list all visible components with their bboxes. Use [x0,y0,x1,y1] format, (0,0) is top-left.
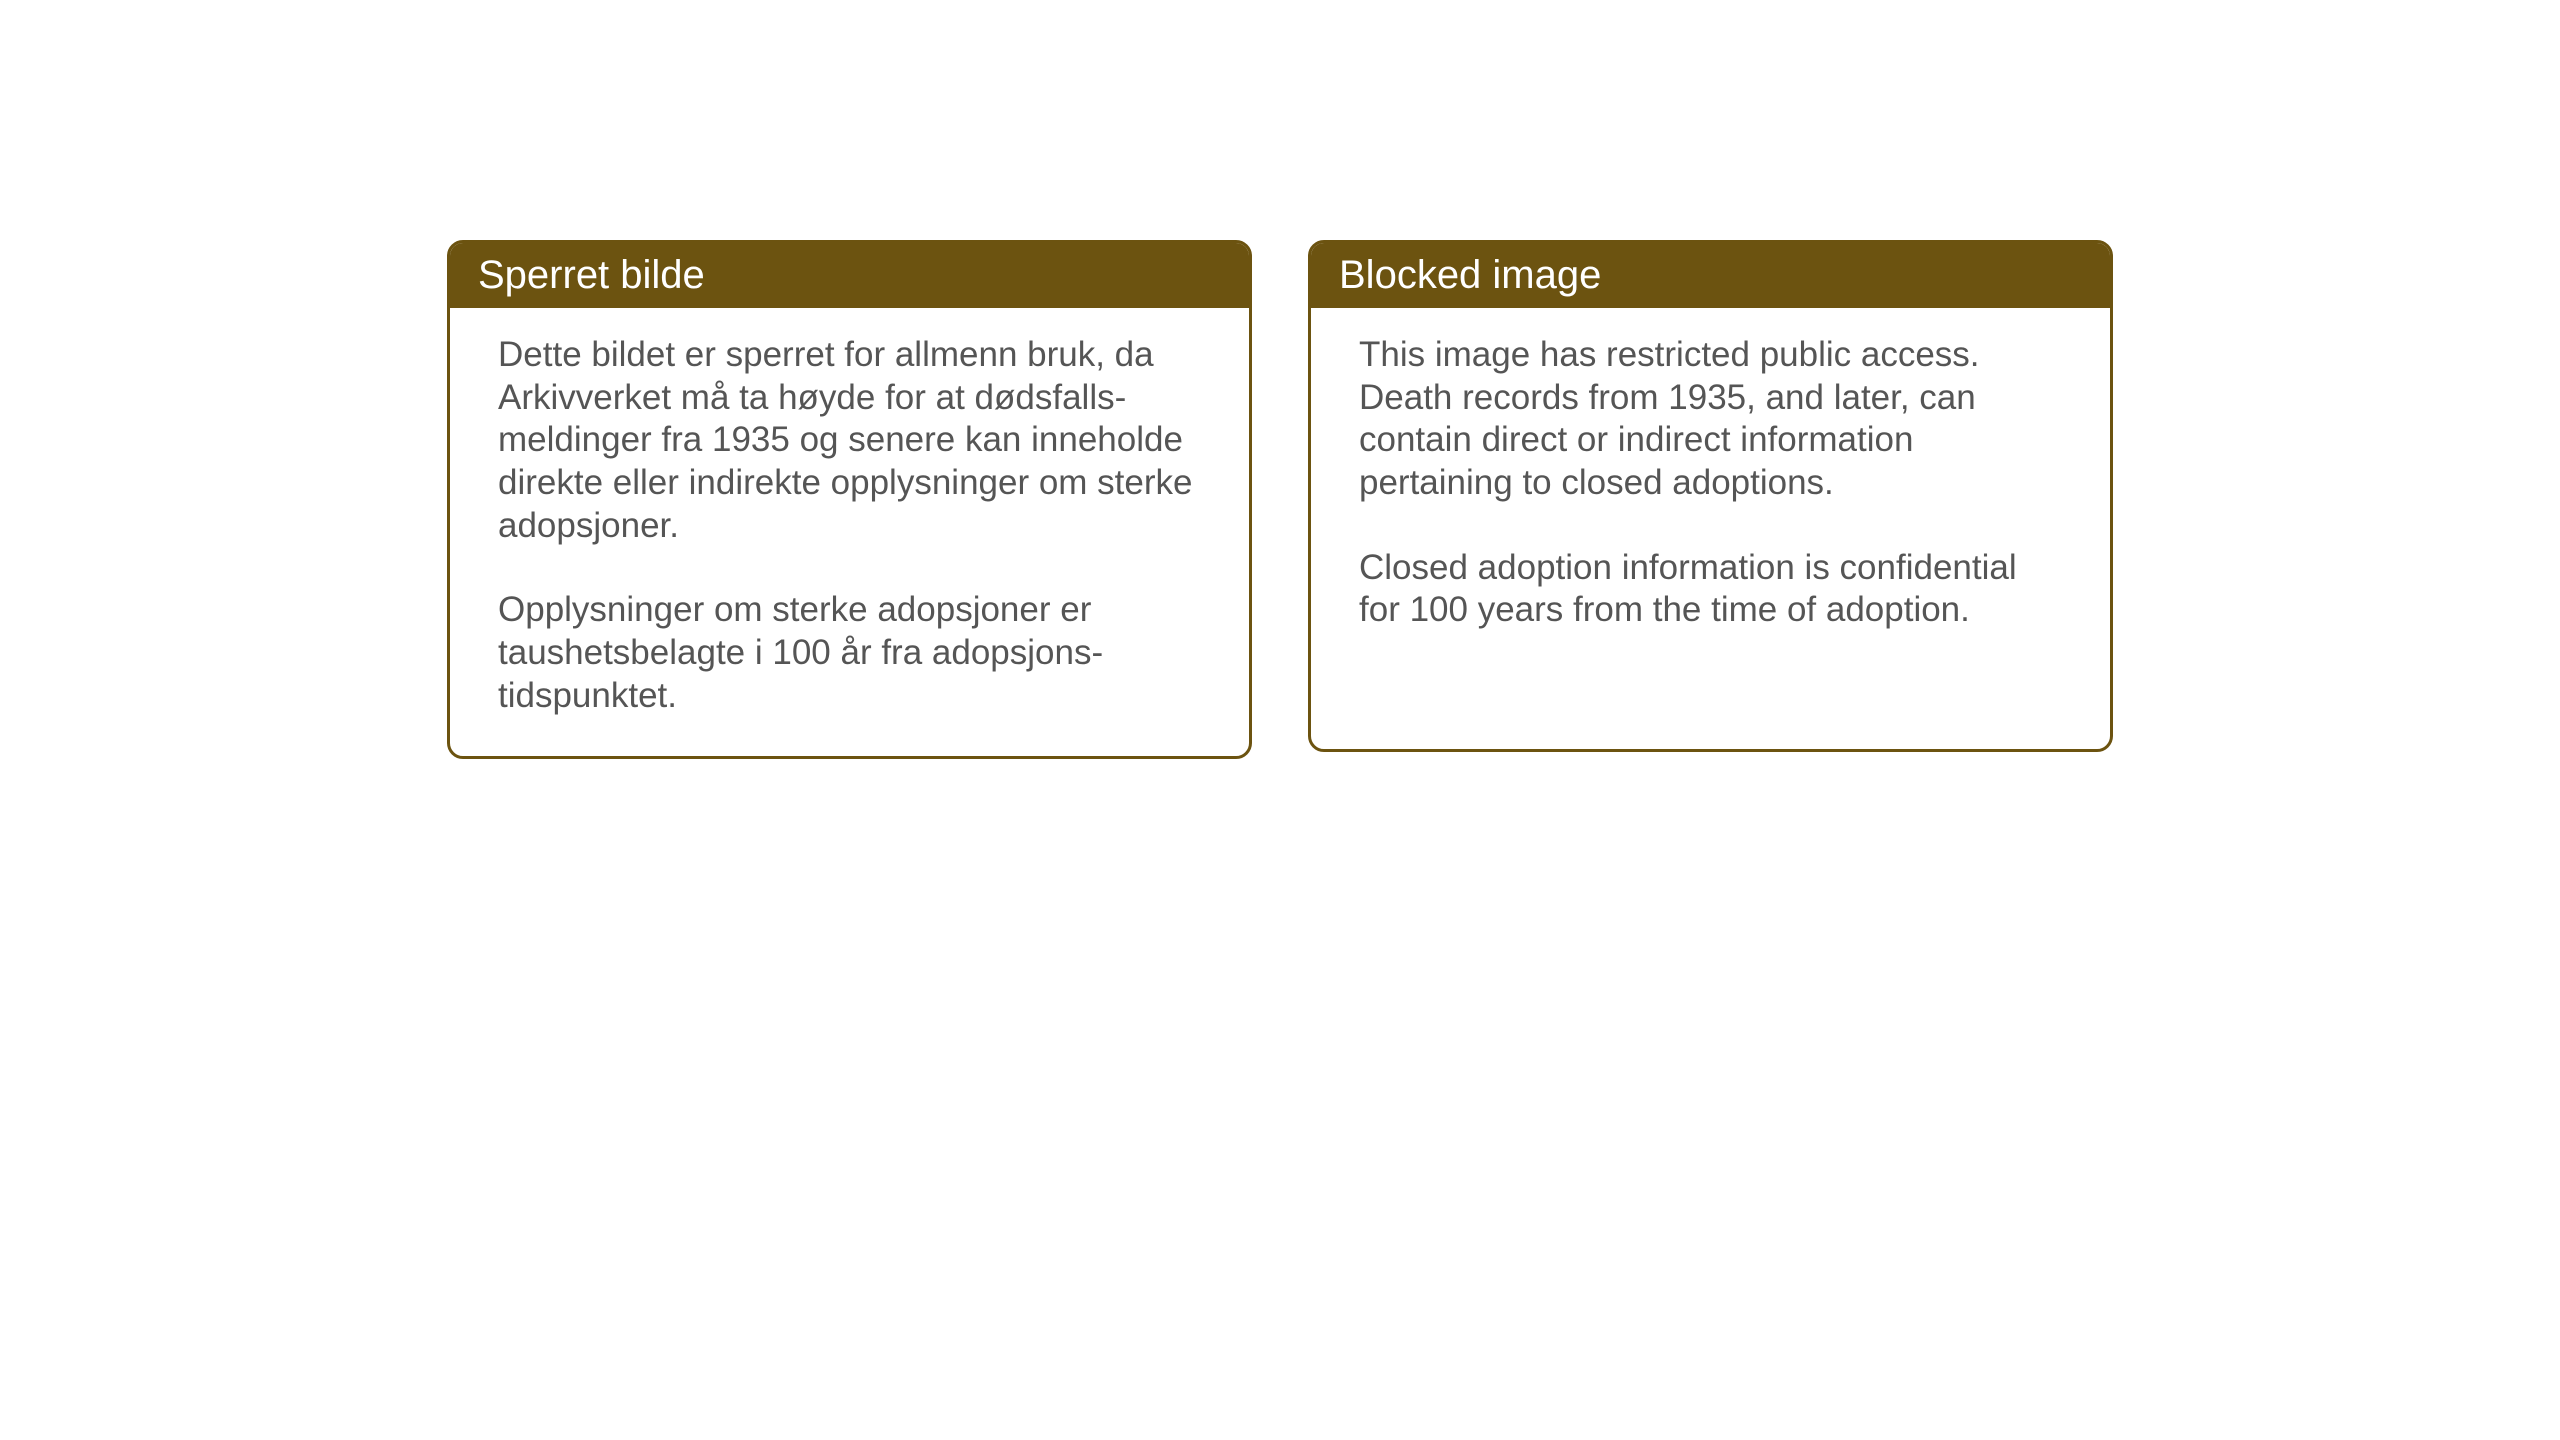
notice-container: Sperret bilde Dette bildet er sperret fo… [447,240,2113,759]
card-paragraph-1-english: This image has restricted public access.… [1359,334,2062,505]
card-title-english: Blocked image [1339,253,1601,297]
card-header-english: Blocked image [1311,243,2110,308]
card-paragraph-2-english: Closed adoption information is confident… [1359,547,2062,632]
card-body-english: This image has restricted public access.… [1311,308,2110,670]
notice-card-english: Blocked image This image has restricted … [1308,240,2113,752]
card-paragraph-2-norwegian: Opplysninger om sterke adopsjoner er tau… [498,589,1201,717]
card-header-norwegian: Sperret bilde [450,243,1249,308]
notice-card-norwegian: Sperret bilde Dette bildet er sperret fo… [447,240,1252,759]
card-body-norwegian: Dette bildet er sperret for allmenn bruk… [450,308,1249,756]
card-paragraph-1-norwegian: Dette bildet er sperret for allmenn bruk… [498,334,1201,547]
card-title-norwegian: Sperret bilde [478,253,705,297]
